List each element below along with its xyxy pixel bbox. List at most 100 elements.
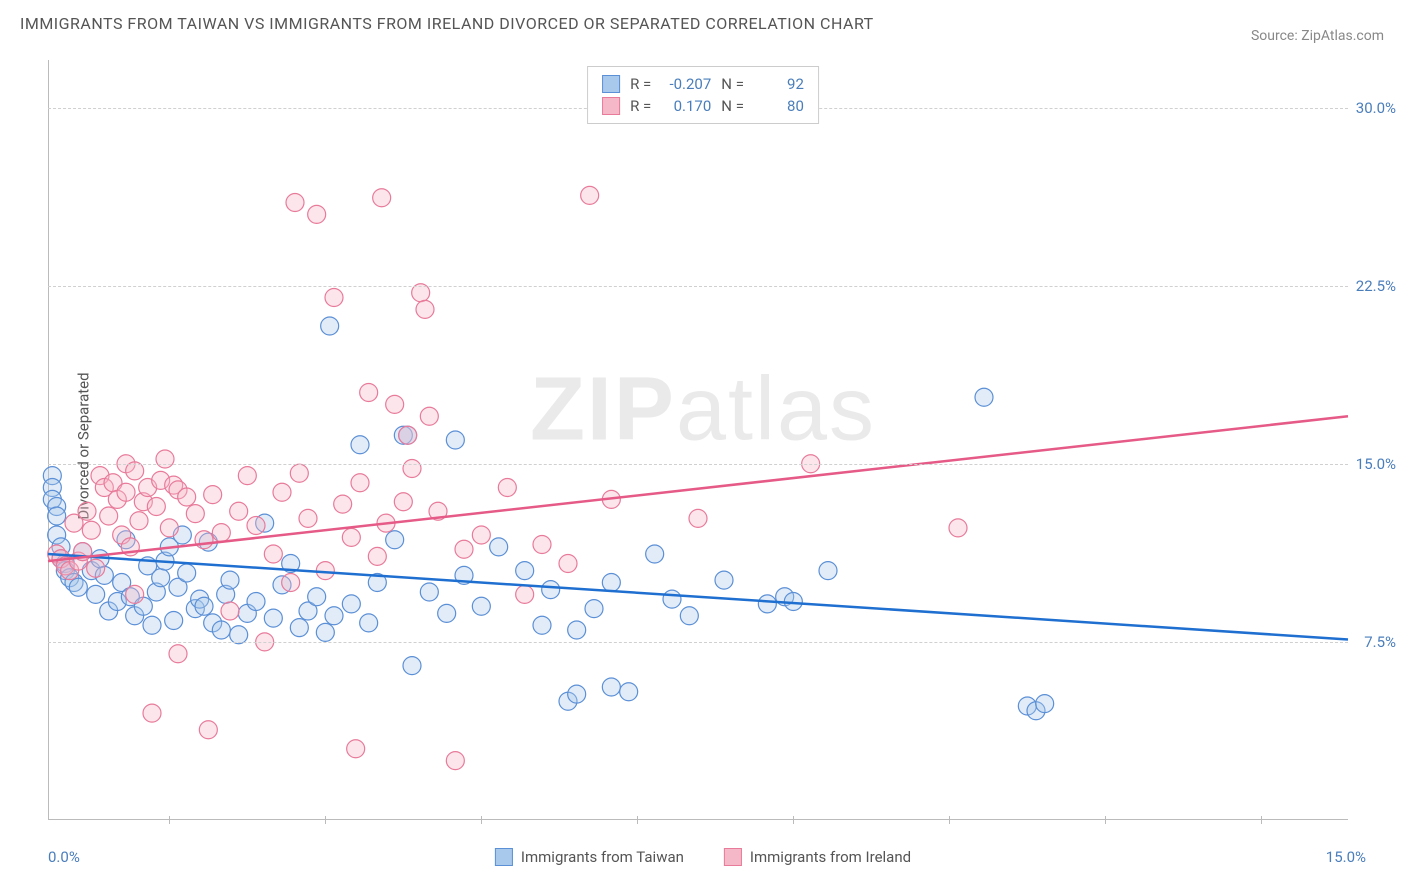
data-point xyxy=(347,740,365,758)
regression-line xyxy=(48,416,1348,561)
data-point xyxy=(602,678,620,696)
data-point xyxy=(403,460,421,478)
data-point xyxy=(399,426,417,444)
data-point xyxy=(559,555,577,573)
data-point xyxy=(663,590,681,608)
data-point xyxy=(516,562,534,580)
data-point xyxy=(446,752,464,770)
x-tick xyxy=(1261,816,1262,824)
data-point xyxy=(360,384,378,402)
data-point xyxy=(264,545,282,563)
swatch-taiwan xyxy=(602,75,620,93)
gridline xyxy=(48,642,1348,643)
data-point xyxy=(646,545,664,563)
x-axis-min-label: 0.0% xyxy=(48,848,80,866)
legend-item-ireland: Immigrants from Ireland xyxy=(724,848,911,866)
data-point xyxy=(568,621,586,639)
data-point xyxy=(78,502,96,520)
data-point xyxy=(420,407,438,425)
data-point xyxy=(152,569,170,587)
n-label: N = xyxy=(721,75,744,93)
data-point xyxy=(143,616,161,634)
source-attribution: Source: ZipAtlas.com xyxy=(1251,28,1384,44)
data-point xyxy=(143,704,161,722)
data-point xyxy=(602,574,620,592)
x-tick xyxy=(169,816,170,824)
legend-label-ireland: Immigrants from Ireland xyxy=(750,848,911,866)
x-axis-max-label: 15.0% xyxy=(1326,848,1366,866)
data-point xyxy=(420,583,438,601)
legend-stats: R = -0.207 N = 92 R = 0.170 N = 80 xyxy=(587,66,819,124)
data-point xyxy=(585,600,603,618)
data-point xyxy=(195,597,213,615)
correlation-chart: IMMIGRANTS FROM TAIWAN VS IMMIGRANTS FRO… xyxy=(0,0,1406,892)
chart-title: IMMIGRANTS FROM TAIWAN VS IMMIGRANTS FRO… xyxy=(20,14,874,33)
data-point xyxy=(394,493,412,511)
x-tick xyxy=(793,816,794,824)
data-point xyxy=(325,607,343,625)
data-point xyxy=(212,621,230,639)
data-point xyxy=(286,194,304,212)
data-point xyxy=(178,564,196,582)
data-point xyxy=(316,623,334,641)
data-point xyxy=(581,186,599,204)
data-point xyxy=(82,521,100,539)
data-point xyxy=(975,388,993,406)
y-tick-label: 30.0% xyxy=(1356,99,1396,117)
r-value-ireland: 0.170 xyxy=(661,97,711,115)
r-label: R = xyxy=(630,97,651,115)
data-point xyxy=(416,300,434,318)
r-label: R = xyxy=(630,75,651,93)
y-tick-label: 15.0% xyxy=(1356,455,1396,473)
data-point xyxy=(130,512,148,530)
data-point xyxy=(308,205,326,223)
data-point xyxy=(186,505,204,523)
data-point xyxy=(533,616,551,634)
data-point xyxy=(264,609,282,627)
data-point xyxy=(160,519,178,537)
n-label: N = xyxy=(721,97,744,115)
data-point xyxy=(156,450,174,468)
data-point xyxy=(178,488,196,506)
data-point xyxy=(212,524,230,542)
data-point xyxy=(373,189,391,207)
r-value-taiwan: -0.207 xyxy=(661,75,711,93)
data-point xyxy=(386,395,404,413)
data-point xyxy=(819,562,837,580)
data-point xyxy=(455,540,473,558)
data-point xyxy=(321,317,339,335)
plot-svg xyxy=(48,60,1348,820)
data-point xyxy=(516,585,534,603)
data-point xyxy=(368,547,386,565)
data-point xyxy=(386,531,404,549)
data-point xyxy=(147,498,165,516)
data-point xyxy=(620,683,638,701)
data-point xyxy=(533,536,551,554)
data-point xyxy=(446,431,464,449)
data-point xyxy=(498,479,516,497)
data-point xyxy=(273,483,291,501)
data-point xyxy=(230,502,248,520)
data-point xyxy=(204,486,222,504)
data-point xyxy=(334,495,352,513)
data-point xyxy=(472,526,490,544)
data-point xyxy=(199,721,217,739)
data-point xyxy=(238,467,256,485)
data-point xyxy=(758,595,776,613)
data-point xyxy=(325,289,343,307)
legend-stats-row-taiwan: R = -0.207 N = 92 xyxy=(602,73,804,95)
x-tick xyxy=(637,816,638,824)
data-point xyxy=(689,509,707,527)
x-tick xyxy=(481,816,482,824)
data-point xyxy=(247,517,265,535)
data-point xyxy=(87,585,105,603)
legend-label-taiwan: Immigrants from Taiwan xyxy=(521,848,684,866)
data-point xyxy=(568,685,586,703)
data-point xyxy=(680,607,698,625)
gridline xyxy=(48,286,1348,287)
data-point xyxy=(100,507,118,525)
data-point xyxy=(360,614,378,632)
data-point xyxy=(169,645,187,663)
n-value-ireland: 80 xyxy=(754,97,804,115)
data-point xyxy=(342,595,360,613)
